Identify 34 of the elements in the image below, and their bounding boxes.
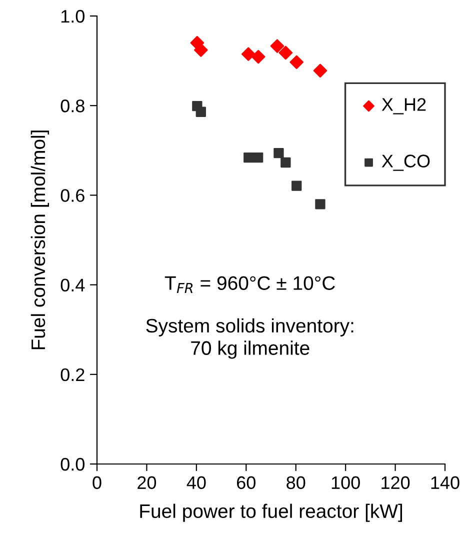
y-tick-label: 0.0: [60, 458, 84, 471]
point: [274, 148, 284, 158]
point: [278, 46, 293, 60]
point: [315, 199, 326, 210]
legend-label: X_CO: [382, 154, 430, 171]
x-tick-label: 100: [332, 476, 360, 490]
point: [292, 180, 302, 191]
point: [194, 43, 208, 57]
point: [313, 64, 328, 78]
x-tick-label: 120: [382, 476, 410, 490]
annotation: System solids inventory: 70 kg ilmenite: [146, 318, 354, 359]
y-tick-label: 0.2: [60, 368, 84, 382]
y-tick-label: 0.4: [60, 278, 85, 292]
point: [290, 55, 304, 70]
y-tick-label: 0.8: [60, 100, 84, 112]
x-tick-label: 60: [237, 476, 256, 490]
x-tick-label: 20: [138, 476, 156, 490]
point: [244, 152, 254, 163]
y-tick-label: 0.6: [60, 189, 84, 202]
point: [270, 39, 284, 53]
y-axis-title: Fuel conversion [mol/mol]: [30, 130, 49, 350]
x-tick-label: 0: [92, 476, 102, 490]
point: [241, 47, 256, 61]
x-axis-title: Fuel power to fuel reactor [kW]: [140, 504, 402, 522]
point: [196, 106, 206, 117]
point: [252, 152, 264, 163]
legend-label: X_H2: [382, 98, 426, 114]
x-tick-label: 80: [286, 476, 306, 490]
point: [280, 157, 291, 168]
y-tick-label: 1.0: [61, 10, 84, 23]
annotation: T$_{FR}$ = 960°C ± 10°C: [164, 276, 335, 293]
x-tick-label: 140: [431, 476, 460, 490]
x-tick-label: 40: [186, 476, 206, 490]
point: [251, 50, 266, 64]
